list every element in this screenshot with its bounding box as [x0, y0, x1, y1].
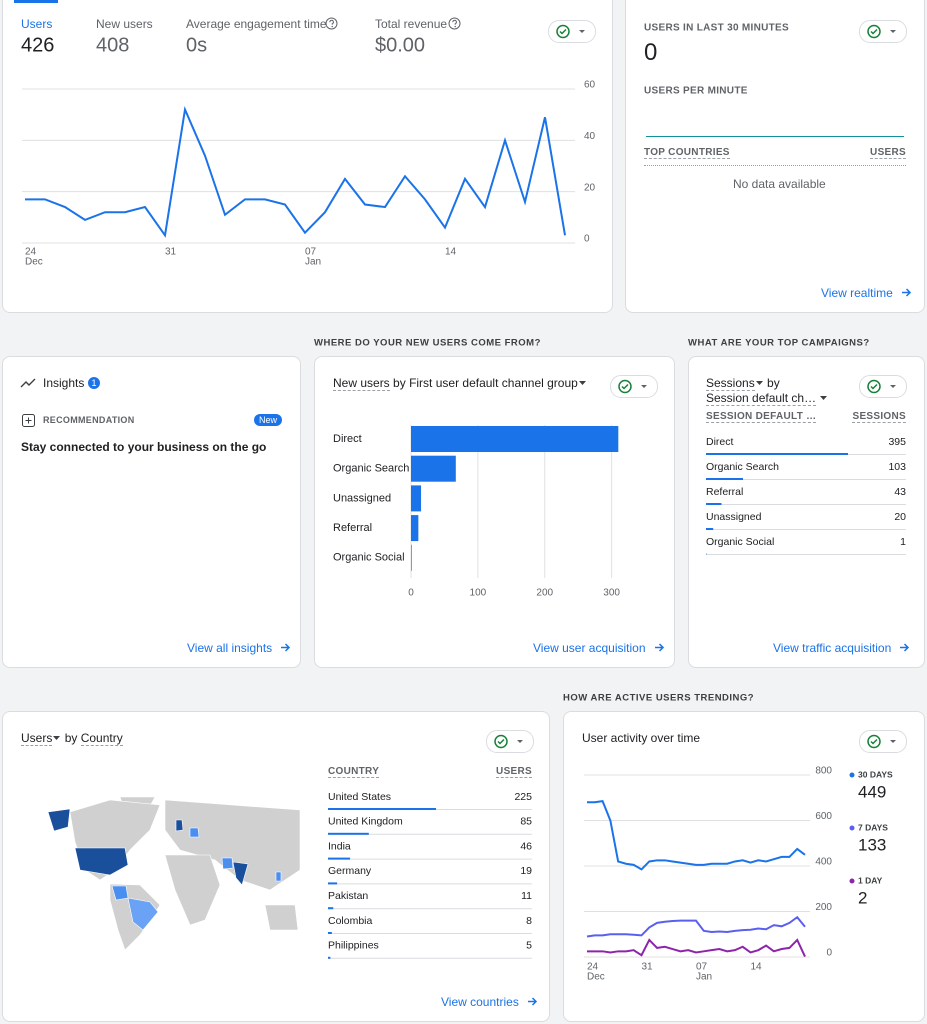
section-heading: WHAT ARE YOUR TOP CAMPAIGNS?	[688, 337, 870, 349]
compare-button[interactable]	[859, 375, 907, 398]
title-text: by	[767, 376, 780, 390]
metric-picker[interactable]: Sessions	[706, 376, 755, 391]
link-text[interactable]: View traffic acquisition	[773, 641, 892, 655]
chart-title: User activity over time	[582, 731, 701, 745]
realtime-card	[625, 0, 925, 313]
help-icon[interactable]	[325, 17, 338, 30]
metric-picker[interactable]: New users	[333, 376, 390, 391]
acquisition-card	[314, 356, 675, 668]
column-header: USERS	[496, 766, 532, 778]
metric-value: 426	[21, 34, 55, 57]
link-text[interactable]: View countries	[441, 995, 519, 1009]
link-text[interactable]: View realtime	[821, 286, 893, 300]
compare-button[interactable]	[548, 20, 596, 43]
view-link[interactable]: View countries	[441, 995, 538, 1009]
insights-count: 1	[88, 377, 100, 389]
metric-tab[interactable]: New users	[96, 17, 153, 31]
chart-title[interactable]: New users by First user default channel …	[333, 376, 587, 391]
view-link[interactable]: View traffic acquisition	[773, 641, 910, 655]
realtime-subtitle: USERS PER MINUTE	[644, 85, 748, 97]
overview-card	[2, 0, 613, 313]
compare-button[interactable]	[486, 730, 534, 753]
column-header: TOP COUNTRIES	[644, 147, 730, 159]
title-text: by	[64, 731, 78, 745]
metric-tab[interactable]: Users	[21, 17, 53, 31]
help-icon[interactable]	[448, 17, 461, 30]
new-badge: New	[254, 414, 283, 426]
metric-value: 408	[96, 34, 130, 57]
metric-picker[interactable]: Users	[21, 731, 53, 746]
countries-title[interactable]: Users by Country	[21, 731, 123, 746]
view-link[interactable]: View user acquisition	[533, 641, 665, 655]
column-header: SESSIONS	[852, 411, 906, 423]
section-heading: HOW ARE ACTIVE USERS TRENDING?	[563, 692, 755, 704]
recommendation-icon	[22, 414, 35, 427]
campaigns-dimension[interactable]: Session default ch…	[706, 391, 828, 406]
metric-value: $0.00	[375, 34, 426, 57]
dimension-picker[interactable]: Session default ch…	[706, 391, 817, 406]
metric-tab[interactable]: Total revenue	[375, 17, 448, 31]
recommendation-label: RECOMMENDATION	[43, 415, 135, 425]
metric-tab[interactable]: Average engagement time	[186, 17, 327, 31]
insights-title: Insights	[43, 376, 85, 390]
metric-value: 0s	[186, 34, 208, 57]
view-link[interactable]: View all insights	[187, 641, 291, 655]
column-header: SESSION DEFAULT …	[706, 411, 817, 423]
link-text[interactable]: View user acquisition	[533, 641, 646, 655]
section-heading: WHERE DO YOUR NEW USERS COME FROM?	[314, 337, 541, 349]
per-minute-bars	[646, 136, 904, 137]
link-text[interactable]: View all insights	[187, 641, 273, 655]
view-link[interactable]: View realtime	[821, 286, 912, 300]
column-header: COUNTRY	[328, 766, 380, 778]
insight-text: Stay connected to your business on the g…	[21, 440, 267, 454]
campaigns-card	[688, 356, 925, 668]
realtime-title: USERS IN LAST 30 MINUTES	[644, 22, 789, 34]
dimension-picker[interactable]: Country	[80, 731, 123, 746]
separator	[644, 165, 906, 166]
compare-button[interactable]	[859, 20, 907, 43]
realtime-value: 0	[644, 39, 658, 66]
activity-card	[563, 711, 925, 1022]
compare-button[interactable]	[859, 730, 907, 753]
title-text: by	[393, 376, 406, 390]
empty-message: No data available	[733, 177, 826, 191]
dimension-picker[interactable]: First user default channel group	[409, 376, 578, 390]
insights-card	[2, 356, 301, 668]
insights-icon	[20, 378, 36, 388]
campaigns-title[interactable]: Sessions by	[706, 376, 780, 391]
column-header: USERS	[870, 147, 906, 159]
countries-card	[2, 711, 550, 1022]
compare-button[interactable]	[610, 375, 658, 398]
tab-indicator	[14, 0, 58, 3]
